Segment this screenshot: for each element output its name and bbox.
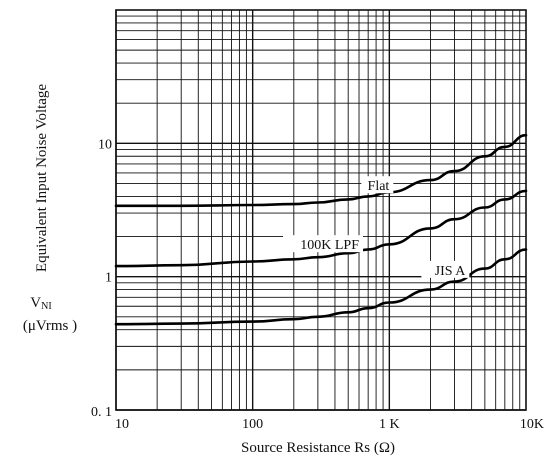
series-line-flat <box>114 133 528 208</box>
y-tick-label: 0. 1 <box>91 405 112 420</box>
x-tick-label: 10K <box>520 417 544 432</box>
x-tick-label: 100 <box>242 417 263 432</box>
minor-gridlines <box>116 10 526 410</box>
series-line-100k-lpf <box>114 189 528 268</box>
major-gridlines <box>115 10 526 411</box>
vni-symbol: VNI <box>30 295 51 312</box>
curve-label-100k-lpf: 100K LPF <box>300 238 359 253</box>
curve-label-flat: Flat <box>368 179 390 194</box>
x-tick-labels: 10 100 1 K 10K <box>115 417 544 432</box>
vni-symbol-sub: NI <box>41 301 52 312</box>
x-tick-label: 1 K <box>379 417 400 432</box>
curve-label-background <box>283 235 364 253</box>
series-line-jis-a <box>114 248 528 326</box>
y-tick-label: 1 <box>105 271 112 286</box>
y-tick-label: 10 <box>98 137 112 152</box>
curve-label-background <box>421 260 470 278</box>
curve-label-background <box>361 176 394 194</box>
curve-labels: Flat 100K LPF JIS A <box>283 176 470 279</box>
y-tick-labels: 0. 1 1 10 <box>91 137 112 420</box>
vni-unit: (μVrms ) <box>23 318 77 334</box>
curve-label-jis-a: JIS A <box>435 264 467 279</box>
y-axis-title: Equivalent Input Noise Voltage <box>34 84 50 273</box>
x-tick-label: 10 <box>115 417 129 432</box>
plot-frame <box>115 9 527 411</box>
vni-symbol-main: V <box>30 295 41 311</box>
x-axis-title: Source Resistance Rs (Ω) <box>241 440 395 456</box>
series-layer <box>114 133 528 326</box>
